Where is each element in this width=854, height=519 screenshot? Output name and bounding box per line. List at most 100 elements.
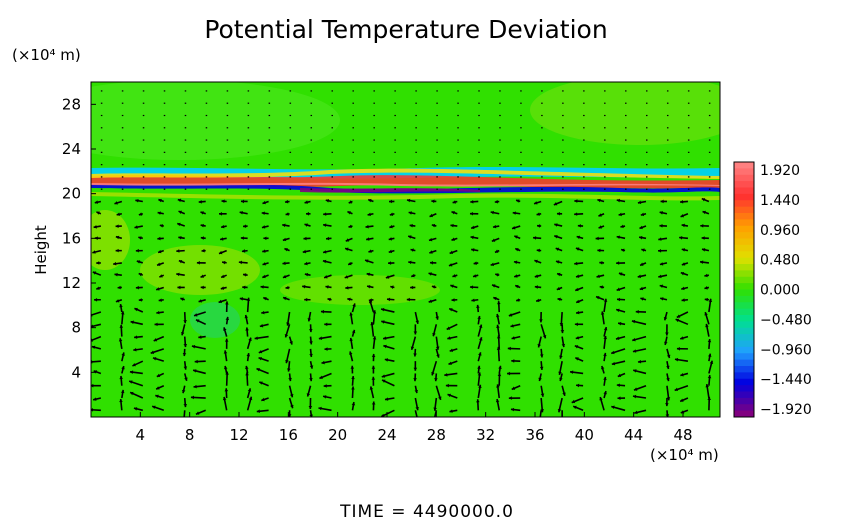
wind-vector-head [92,250,96,254]
wind-vector-head [114,272,118,277]
wind-vector-head [448,361,452,365]
wind-vector-head [365,224,369,229]
wind-vector-head [177,222,181,227]
wind-vector-head [664,341,668,345]
wind-vector-head [558,371,562,375]
colorbar-cell [734,308,754,316]
time-label: TIME = 4490000.0 [339,502,514,519]
wind-vector-head [492,284,496,288]
wind-vector-head [575,247,580,251]
wind-vector-head [507,371,511,376]
colorbar-cell [734,174,754,182]
colorbar-cell [734,327,754,335]
wind-vector-head [681,298,685,302]
wind-vectors [91,90,714,423]
wind-vector-head [516,298,520,302]
wind-vector-head [540,393,545,397]
colorbar-label: −0.960 [760,342,812,358]
wind-vector-head [616,297,621,302]
wind-vector-head [575,274,580,278]
wind-vector-head [513,260,518,265]
wind-vector-head [254,336,258,340]
wind-vector-head [515,248,519,252]
wind-vector-head [681,262,686,266]
wind-vector-head [598,213,602,217]
colorbar-label: 0.000 [760,283,800,299]
wind-vector-head [574,199,578,203]
wind-vector-head [477,365,481,369]
wind-vector-head [633,369,637,373]
wind-vector-head [574,322,578,327]
wind-vector-head [248,396,253,401]
wind-vector-head [469,285,474,289]
wind-vector-head [533,236,537,240]
wind-vector-head [94,236,98,241]
wind-vector-head [262,249,266,253]
wind-vector-head [156,373,161,378]
wind-vector-head [372,310,377,314]
wind-vector-head [309,341,313,345]
wind-vector-head [618,272,623,276]
colorbar-cell [734,162,754,169]
wind-vector-head [347,297,351,302]
wind-vector-head [306,393,311,397]
wind-vector-head [415,406,419,411]
x-tick-label: 20 [328,426,347,444]
wind-vector-head [178,210,182,215]
wind-vector-head [121,352,125,356]
wind-vector-head [224,338,229,342]
wind-vector-head [304,261,308,266]
wind-vector-head [309,365,314,369]
wind-vector-head [448,263,453,267]
wind-vector-head [477,372,482,376]
wind-vector-head [451,237,455,241]
colorbar-cell [734,410,754,418]
wind-vector-head [537,344,541,348]
wind-vector-head [616,308,620,313]
wind-vector-head [348,224,352,229]
wind-vector-head [492,224,497,229]
wind-vector-head [659,211,663,215]
wind-vector-head [256,368,260,372]
wind-vector-head [540,409,544,413]
wind-vector-head [239,211,243,215]
wind-vector-head [473,261,477,265]
wind-vector-head [389,212,394,216]
wind-vector-head [326,236,330,241]
wind-vector [433,410,438,417]
wind-vector-head [704,312,708,316]
wind-vector-head [194,313,198,317]
wind-vector-head [182,420,186,423]
wind-vector-head [428,237,433,242]
wind-vector-head [510,407,515,412]
x-tick-label: 36 [525,426,544,444]
wind-vector-head [285,199,289,204]
colorbar-cell [734,257,754,265]
y-axis: 4 8 12 16 20 24 28 [62,95,96,381]
colorbar-cell [734,187,754,195]
anomaly-band-dark-blue [91,184,720,194]
wind-vector-head [665,332,669,336]
x-tick-label: 24 [377,426,396,444]
wind-vector-head [603,391,607,395]
wind-vector-head [511,386,516,390]
wind-vector-head [451,298,455,302]
wind-vector-head [245,365,249,370]
wind-vector-head [615,336,620,341]
wind-vector-head [284,248,288,252]
wind-vector-head [574,261,578,266]
wind-vector-head [597,248,601,253]
wind-vector-head [91,408,94,412]
wind-vector-head [512,226,516,230]
wind-vector-head [282,237,287,242]
wind-vector-head [96,261,100,265]
wind-vector-head [681,286,685,291]
wind-vector-head [575,335,580,340]
wind-vector-head [536,212,540,216]
y-tick-label: 16 [62,229,81,247]
y-axis-label: Height [32,225,50,275]
wind-vector-head [665,414,670,417]
wind-vector-head [635,309,639,314]
wind-vector-head [115,235,120,240]
wind-vector-head [640,212,645,217]
